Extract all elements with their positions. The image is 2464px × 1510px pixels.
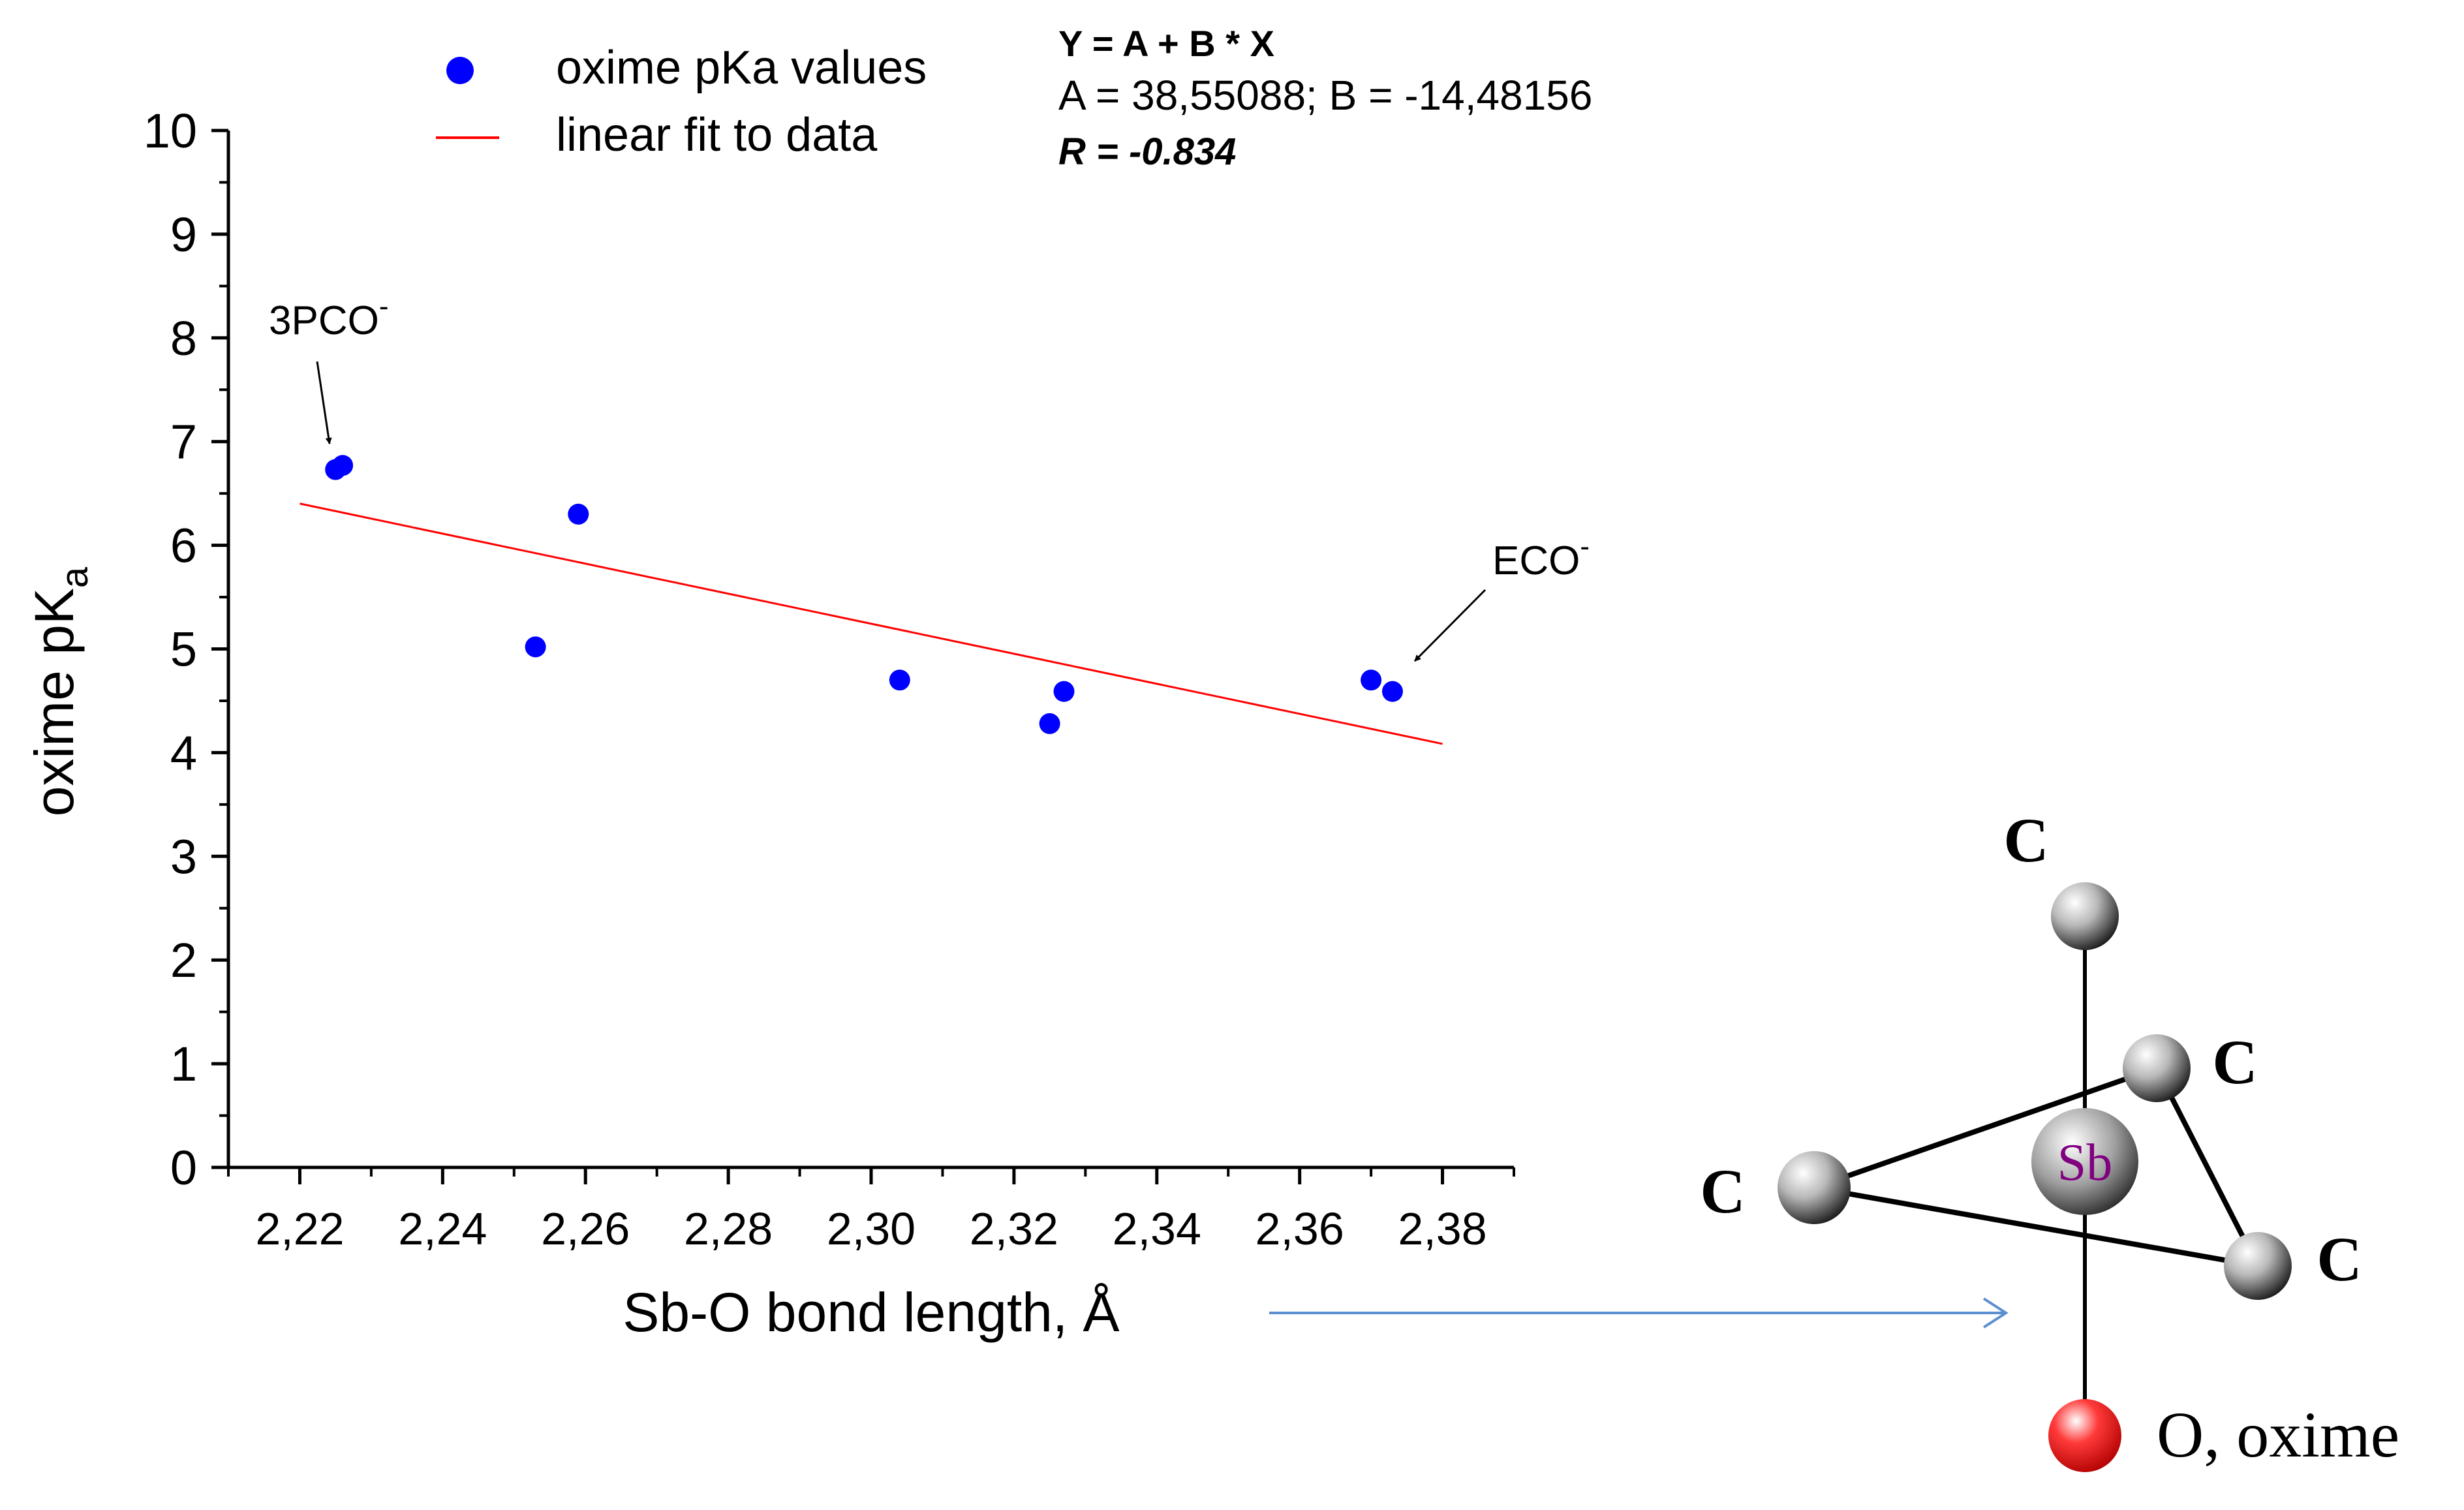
fit-line <box>300 502 1443 745</box>
x-axis-label: Sb-O bond length, Å <box>623 1282 1119 1343</box>
x-tick-label: 2,34 <box>1113 1203 1201 1254</box>
data-point <box>1039 713 1060 734</box>
annotation-3pco-arrow <box>316 361 332 444</box>
annotation-3pco: 3PCO- <box>269 290 389 444</box>
y-tick-label: 4 <box>170 726 197 780</box>
data-point <box>1381 681 1403 702</box>
label-carbon-right-top: C <box>2212 1027 2257 1097</box>
fit-equation: Y = A + B * X <box>1058 23 1274 64</box>
label-carbon-left: C <box>1700 1156 1745 1226</box>
label-carbon-right-bottom: C <box>2317 1224 2362 1294</box>
pointer-arrow <box>1269 1297 2009 1329</box>
annotation-eco-label: ECO- <box>1492 531 1590 583</box>
legend-marker-points <box>446 57 474 84</box>
annotation-eco-charge: - <box>1580 531 1590 562</box>
label-oxygen: O, oxime <box>2157 1398 2399 1471</box>
fit-line-layer <box>300 502 1443 745</box>
data-points-layer <box>325 455 1403 734</box>
x-tick-label: 2,36 <box>1255 1203 1344 1254</box>
x-tick-label: 2,38 <box>1398 1203 1486 1254</box>
bond-c-left-c-right-top <box>1813 1066 2158 1190</box>
data-point <box>525 636 546 658</box>
y-axis-label-main: oxime pK <box>23 588 85 816</box>
legend: oxime pKa values linear fit to data <box>436 42 927 161</box>
annotation-3pco-charge: - <box>379 290 389 322</box>
label-antimony: Sb <box>2057 1134 2113 1192</box>
data-point <box>889 670 910 691</box>
y-tick-label: 10 <box>144 104 197 158</box>
atom-oxygen <box>2048 1399 2121 1472</box>
y-tick-label: 3 <box>170 829 197 884</box>
fit-r-value: R = -0.834 <box>1058 131 1236 173</box>
pointer-arrow-head <box>1982 1297 2009 1329</box>
data-point <box>332 455 354 476</box>
y-axis-label: oxime pKa <box>23 566 96 816</box>
label-carbon-top: C <box>2003 805 2048 875</box>
y-tick-label: 5 <box>170 623 197 677</box>
atom-carbon-left <box>1778 1151 1851 1224</box>
annotation-eco-text: ECO <box>1492 538 1580 583</box>
x-tick-label: 2,30 <box>827 1203 916 1254</box>
y-tick-label: 9 <box>170 208 197 262</box>
data-point <box>568 503 589 525</box>
x-tick-label: 2,26 <box>541 1203 630 1254</box>
x-tick-label: 2,24 <box>398 1203 487 1254</box>
y-tick-label: 6 <box>170 519 197 573</box>
fit-annotation: Y = A + B * X A = 38,55088; B = -14,4815… <box>1058 23 1592 173</box>
atom-carbon-top <box>2051 882 2119 950</box>
y-axis-label-sub: a <box>54 566 96 588</box>
fit-params: A = 38,55088; B = -14,48156 <box>1058 72 1592 119</box>
atom-carbon-right-bottom <box>2224 1232 2292 1300</box>
legend-label-points: oxime pKa values <box>556 42 927 94</box>
bond-c-left-c-right-bottom <box>1813 1185 2258 1269</box>
annotation-3pco-text: 3PCO <box>269 298 379 343</box>
legend-label-fit: linear fit to data <box>556 109 878 161</box>
y-tick-label: 1 <box>170 1037 197 1091</box>
annotation-3pco-label: 3PCO- <box>269 290 389 343</box>
x-tick-label: 2,32 <box>970 1203 1058 1254</box>
y-tick-label: 2 <box>170 933 197 987</box>
atom-carbon-right-top <box>2123 1034 2191 1102</box>
y-tick-label: 7 <box>170 415 197 469</box>
molecule-diagram: C C C C Sb O, oxime <box>1700 805 2399 1472</box>
annotation-eco-arrow <box>1413 589 1486 662</box>
y-tick-label: 0 <box>170 1141 197 1195</box>
atom-antimony <box>2031 1108 2138 1215</box>
data-point <box>1053 681 1075 702</box>
data-point <box>1361 670 1382 691</box>
x-tick-label: 2,28 <box>684 1203 773 1254</box>
x-tick-label: 2,22 <box>255 1203 344 1254</box>
bond-c-right-top-c-right-bottom <box>2154 1067 2260 1267</box>
y-tick-label: 8 <box>170 311 197 365</box>
annotation-eco: ECO- <box>1413 531 1590 662</box>
chart-axes: 2,22 2,24 2,26 2,28 2,30 2,32 2,34 2,36 2,38 0 1 2 3… <box>144 104 1515 1254</box>
